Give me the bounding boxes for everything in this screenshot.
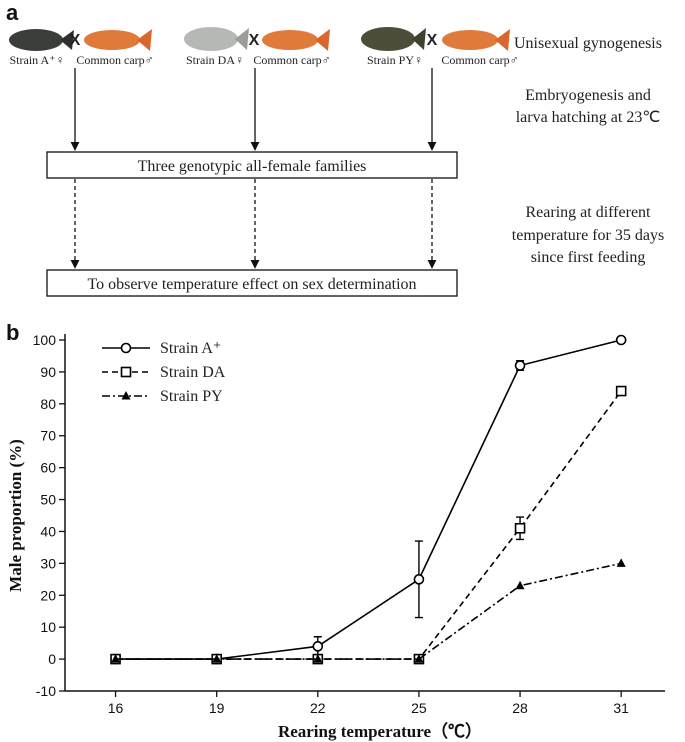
- note: since first feeding: [531, 249, 646, 266]
- cross-symbol: X: [70, 32, 81, 49]
- marker: [312, 641, 324, 652]
- fish-icons: [9, 27, 510, 51]
- series-line: [115, 390, 622, 660]
- marker: [615, 334, 627, 346]
- legend-marker: [120, 366, 132, 378]
- y-tick-label: -10: [36, 683, 56, 699]
- note: Rearing at different: [526, 204, 652, 221]
- box-text: To observe temperature effect on sex det…: [87, 276, 416, 293]
- chart: b -10 0 10 20 30 40 50 60 70 80 90 100 16 19 22 25 28 31 Re…: [6, 320, 665, 741]
- marker: [313, 654, 323, 663]
- marker: [514, 360, 526, 371]
- note: larva hatching at 23℃: [516, 109, 661, 126]
- marker: [615, 385, 627, 397]
- y-tick-label: 80: [40, 396, 56, 412]
- marker: [414, 654, 424, 663]
- note: Embryogenesis and: [525, 87, 651, 104]
- x-axis-title: Rearing temperature（℃）: [278, 721, 482, 741]
- male-label: Common carp♂: [441, 53, 518, 67]
- marker: [413, 574, 425, 585]
- marker: [212, 654, 222, 663]
- female-label: Strain PY♀: [367, 53, 423, 67]
- legend-marker: [120, 342, 132, 354]
- legend-label: Strain DA: [160, 364, 226, 381]
- y-tick-label: 10: [40, 619, 56, 635]
- marker: [616, 558, 626, 567]
- male-label: Common carp♂: [253, 53, 330, 67]
- x-tick-label: 16: [108, 700, 124, 716]
- note: Unisexual gynogenesis: [514, 35, 662, 52]
- panel-label: a: [6, 0, 19, 25]
- box-text: Three genotypic all-female families: [138, 158, 367, 175]
- series-line: [115, 562, 622, 660]
- x-tick-label: 22: [310, 700, 326, 716]
- y-tick-label: 0: [48, 651, 56, 667]
- note: temperature for 35 days: [512, 227, 664, 244]
- y-tick-label: 60: [40, 460, 56, 476]
- cross-symbol: X: [249, 32, 260, 49]
- y-tick-label: 40: [40, 523, 56, 539]
- flow: [46, 68, 458, 297]
- female-label: Strain A⁺♀: [9, 53, 64, 67]
- legend-label: Strain PY: [160, 388, 223, 405]
- marker: [514, 522, 526, 534]
- female-label: Strain DA♀: [186, 53, 244, 67]
- marker: [515, 580, 525, 590]
- y-tick-label: 100: [33, 332, 57, 348]
- y-axis-title: Male proportion (%): [6, 439, 25, 592]
- panel-label: b: [6, 320, 19, 345]
- y-tick-label: 50: [40, 492, 56, 508]
- cross-symbol: X: [427, 32, 438, 49]
- y-tick-label: 90: [40, 364, 56, 380]
- marker: [111, 654, 121, 663]
- x-tick-label: 31: [613, 700, 629, 716]
- y-tick-label: 20: [40, 587, 56, 603]
- y-tick-label: 30: [40, 555, 56, 571]
- x-tick-label: 19: [209, 700, 225, 716]
- x-tick-label: 28: [512, 700, 528, 716]
- male-label: Common carp♂: [76, 53, 153, 67]
- x-tick-label: 25: [411, 700, 427, 716]
- legend-label: Strain A⁺: [160, 340, 221, 357]
- legend-marker: [121, 391, 131, 400]
- y-tick-label: 70: [40, 428, 56, 444]
